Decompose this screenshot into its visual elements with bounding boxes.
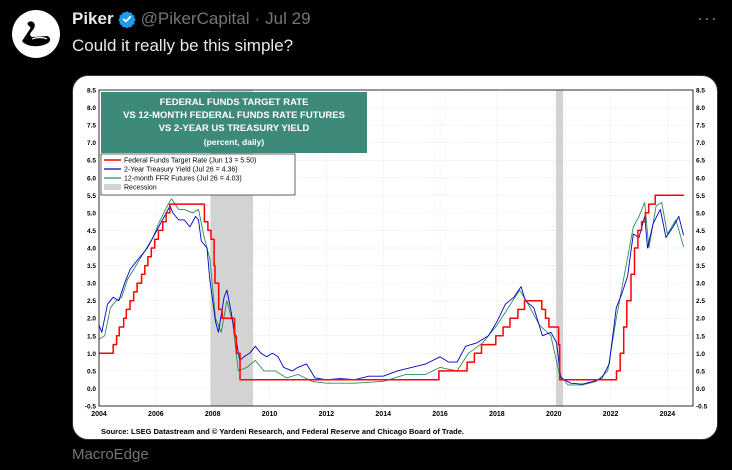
avatar[interactable] — [12, 10, 60, 58]
y-tick-label-right: 3.5 — [696, 263, 705, 270]
y-tick-label-left: 2.5 — [87, 298, 96, 305]
x-tick-label: 2024 — [660, 411, 676, 418]
series-line-2-year-treasury-yield — [98, 205, 685, 385]
x-tick-label: 2004 — [91, 411, 107, 418]
y-tick-label-right: 7.0 — [696, 140, 705, 147]
y-tick-label-right: 6.5 — [696, 158, 705, 165]
y-tick-label-left: 6.0 — [87, 175, 96, 182]
y-tick-label-right: 5.5 — [696, 193, 705, 200]
swan-logo-icon — [22, 21, 51, 47]
plot-frame — [98, 89, 694, 407]
y-tick-label-left: 5.0 — [87, 210, 96, 217]
legend-label-2yr: 2-Year Treasury Yield (Jul 26 = 4.36) — [124, 167, 238, 174]
chart-source: Source: LSEG Datastream and © Yardeni Re… — [101, 427, 464, 436]
y-tick-label-left: 8.5 — [87, 88, 96, 95]
media-source-caption: MacroEdge — [72, 446, 149, 463]
x-tick-label: 2006 — [148, 411, 164, 418]
y-tick-label-left: 1.5 — [87, 333, 96, 340]
y-tick-label-right: 0.5 — [696, 368, 705, 375]
chart: 8.5 8.0 7.5 7.0 6.5 6.0 5.5 5.0 4.5 4.0 3.5 3.0 2.5 2… — [85, 88, 708, 437]
author-name[interactable]: Piker — [72, 9, 114, 28]
x-tick-label: 2010 — [262, 411, 278, 418]
y-tick-label-right: 0.0 — [696, 386, 705, 393]
y-tick-label-right: 6.0 — [696, 175, 705, 182]
x-tick-label: 2008 — [205, 411, 221, 418]
y-tick-label-right: 4.5 — [696, 228, 705, 235]
y-tick-label-left: 0.0 — [87, 386, 96, 393]
chart-title-line-2: VS 12-MONTH FEDERAL FUNDS RATE FUTURES — [123, 110, 345, 121]
left-y-axis: 8.5 8.0 7.5 7.0 6.5 6.0 5.5 5.0 4.5 4.0 3.5 3.0 2.5 2… — [85, 88, 97, 411]
y-tick-label-left: 7.0 — [87, 140, 96, 147]
legend-label-fed-funds: Federal Funds Target Rate (Jun 13 = 5.50… — [124, 158, 256, 165]
tweet-media-image[interactable]: 8.5 8.0 7.5 7.0 6.5 6.0 5.5 5.0 4.5 4.0 3.5 3.0 2.5 2… — [72, 75, 718, 440]
more-options-icon[interactable]: ··· — [697, 8, 718, 28]
chart-legend: Federal Funds Target Rate (Jun 13 = 5.50… — [100, 153, 296, 196]
y-tick-label-right: 3.0 — [696, 281, 705, 288]
author-handle[interactable]: @PikerCapital — [140, 9, 250, 28]
y-tick-label-right: 1.5 — [696, 333, 705, 340]
y-tick-label-left: 4.5 — [87, 228, 96, 235]
chart-title-line-3: VS 2-YEAR US TREASURY YIELD — [159, 123, 310, 134]
y-tick-label-right: 4.0 — [696, 246, 705, 253]
x-tick-label: 2016 — [432, 411, 448, 418]
series-line-federal-funds-target-rate — [99, 194, 684, 381]
tweet-date[interactable]: Jul 29 — [265, 9, 311, 28]
legend-label-ffr-futures: 12-month FFR Futures (Jul 26 = 4.03) — [124, 176, 242, 183]
y-tick-label-left: 1.0 — [87, 351, 96, 358]
y-tick-label-right: 8.0 — [696, 105, 705, 112]
y-tick-label-left: 3.5 — [87, 263, 96, 270]
x-tick-label: 2014 — [375, 411, 391, 418]
y-tick-label-right: 5.0 — [696, 210, 705, 217]
y-tick-label-right: 1.0 — [696, 351, 705, 358]
series-line-12-month-ffr-futures — [98, 198, 685, 386]
series-layer — [98, 194, 685, 386]
y-tick-label-right: 7.5 — [696, 123, 705, 130]
y-tick-label-left: 7.5 — [87, 123, 96, 130]
verified-badge-icon[interactable] — [117, 10, 136, 28]
right-y-axis: 8.5 8.0 7.5 7.0 6.5 6.0 5.5 5.0 4.5 4.0 3.5 3.0 2.5 2… — [696, 88, 708, 411]
y-tick-label-left: 8.0 — [87, 105, 96, 112]
y-tick-label-left: 2.0 — [87, 316, 96, 323]
x-tick-label: 2022 — [603, 411, 619, 418]
y-tick-label-left: 4.0 — [87, 246, 96, 253]
y-tick-label-right: 8.5 — [696, 88, 705, 95]
y-tick-label-right: 2.5 — [696, 298, 705, 305]
x-tick-label: 2018 — [489, 411, 505, 418]
chart-title-box: FEDERAL FUNDS TARGET RATE VS 12-MONTH FE… — [101, 92, 367, 153]
y-tick-label-left: 5.5 — [87, 193, 96, 200]
tweet-text: Could it really be this simple? — [72, 36, 294, 55]
x-axis: 2004 2006 2008 2010 2012 2014 2016 2018 2020 2022… — [91, 411, 675, 418]
grid — [98, 89, 693, 407]
chart-subtitle: (percent, daily) — [204, 137, 265, 147]
legend-label-recession: Recession — [124, 185, 157, 192]
recession-band — [556, 90, 564, 406]
tweet-header: Piker @PikerCapital · Jul 29 — [72, 9, 311, 29]
x-tick-label: 2012 — [319, 411, 335, 418]
y-tick-label-left: 6.5 — [87, 158, 96, 165]
x-tick-label: 2020 — [546, 411, 562, 418]
chart-title-line-1: FEDERAL FUNDS TARGET RATE — [160, 97, 309, 108]
y-tick-label-left: 0.5 — [87, 368, 96, 375]
legend-swatch-recession — [104, 184, 121, 190]
y-tick-label-left: 3.0 — [87, 281, 96, 288]
y-tick-label-right: -0.5 — [696, 404, 708, 411]
y-tick-label-left: -0.5 — [85, 404, 97, 411]
y-tick-label-right: 2.0 — [696, 316, 705, 323]
separator-dot: · — [254, 9, 261, 28]
